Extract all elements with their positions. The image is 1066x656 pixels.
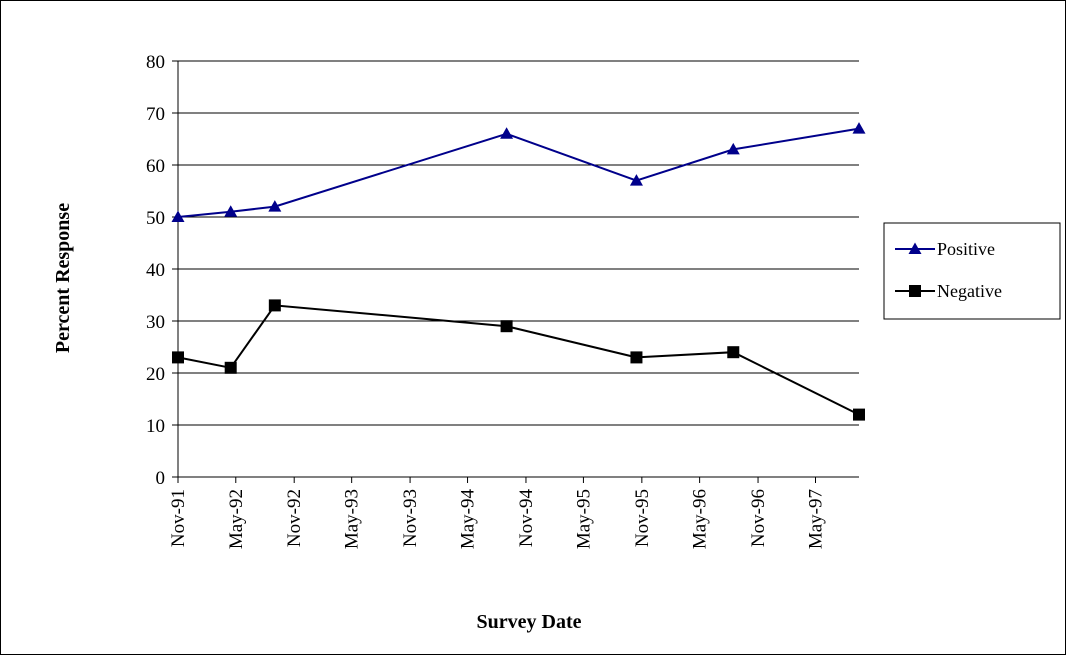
legend-box [883,222,1061,320]
data-point-negative [727,346,740,359]
data-point-positive [629,174,643,186]
data-point-negative [853,408,865,421]
y-tick-label: 80 [146,52,165,73]
y-tick-label: 0 [156,468,166,489]
series-line-negative [177,304,860,416]
x-axis-title: Survey Date [477,611,582,633]
legend-marker [909,285,921,297]
x-tick-label: Nov-96 [748,489,769,547]
y-tick-label: 20 [146,364,165,385]
x-tick-label: Nov-95 [632,489,653,547]
y-tick-label: 30 [146,312,165,333]
legend-marker [908,242,922,254]
x-tick-label: Nov-91 [168,489,189,547]
data-point-positive [268,200,282,212]
data-point-negative [172,351,184,364]
data-point-negative [500,320,513,333]
y-tick-label: 10 [146,416,165,437]
gridlines [178,60,859,426]
y-tick-label: 50 [146,208,165,229]
legend-item-positive: Positive [895,239,995,259]
data-point-negative [630,351,643,364]
series-layer [171,122,866,421]
series-negative [172,299,865,421]
legend-label: Negative [937,281,1002,301]
legend-item-negative: Negative [895,281,1002,301]
data-point-positive [500,127,514,139]
x-tick-label: May-96 [690,489,711,549]
axes: 0 10 20 30 40 50 60 70 80 Nov-91 May-92 Nov-92 May-9… [146,52,859,549]
legend: Positive Negative [883,222,1061,320]
x-tick-label: Nov-93 [400,489,421,547]
series-line-positive [177,127,860,218]
x-tick-label: May-95 [573,489,594,549]
x-tick-label: May-94 [458,489,479,550]
x-tick-label: Nov-94 [516,489,537,548]
x-tick-label: May-97 [806,489,827,549]
data-point-positive [726,142,740,155]
series-positive [171,122,866,222]
x-tick-label: Nov-92 [284,489,305,547]
data-point-positive [171,210,185,222]
data-point-negative [268,299,281,312]
x-tick-label: May-93 [342,489,363,549]
legend-label: Positive [937,239,995,259]
y-axis-title: Percent Response [52,203,74,353]
y-tick-label: 70 [146,104,165,125]
y-tick-label: 60 [146,156,165,177]
data-point-negative [224,361,237,374]
y-tick-label: 40 [146,260,165,281]
data-point-positive [852,122,866,134]
data-point-positive [224,205,238,217]
x-tick-label: May-92 [226,489,247,549]
